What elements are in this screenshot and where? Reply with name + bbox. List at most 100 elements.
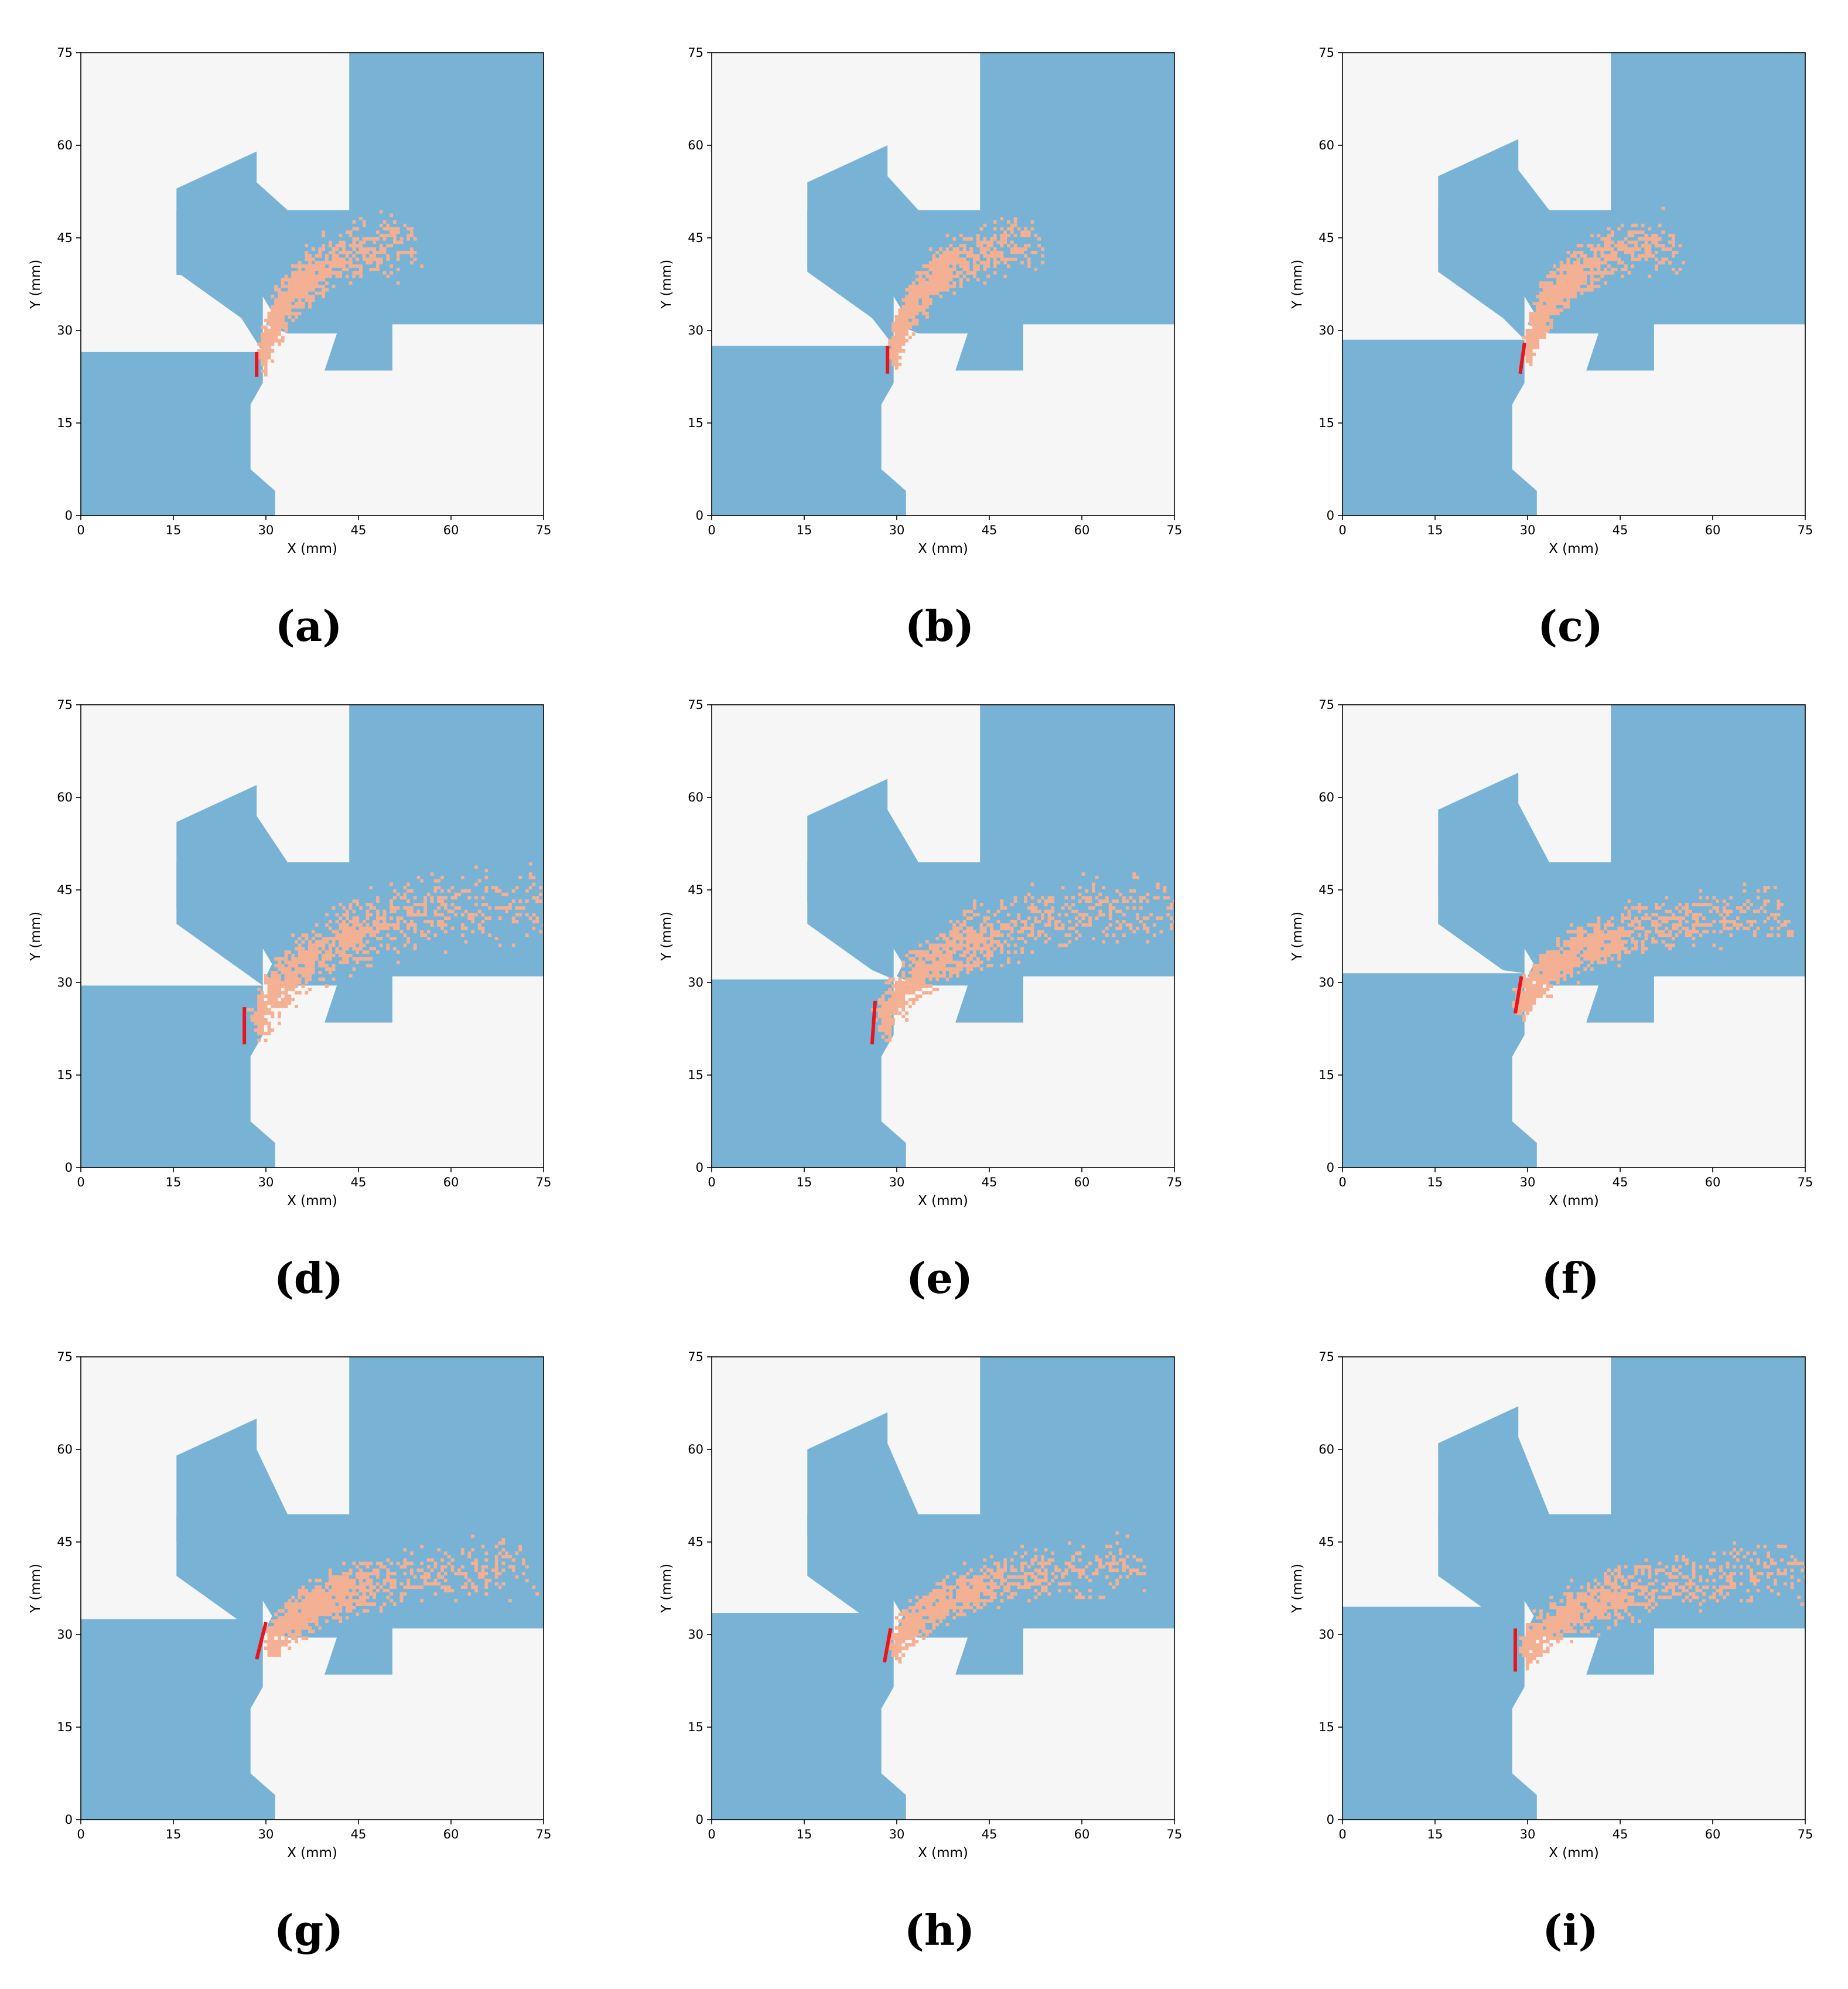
particle	[349, 943, 353, 947]
particle	[274, 325, 278, 329]
particle	[352, 271, 356, 275]
x-tick-label: 75	[536, 523, 552, 537]
particle	[939, 295, 942, 299]
particle	[325, 937, 329, 940]
particle	[420, 933, 424, 937]
particle	[1000, 943, 1004, 947]
particle	[973, 903, 976, 906]
particle	[908, 964, 912, 968]
particle	[390, 903, 393, 906]
particle	[1000, 926, 1004, 930]
particle	[298, 288, 302, 292]
particle	[894, 366, 899, 370]
particle	[1525, 336, 1529, 339]
particle	[352, 254, 356, 258]
particle	[1590, 247, 1594, 251]
particle	[1129, 896, 1133, 900]
particle	[298, 261, 302, 265]
particle	[932, 974, 936, 978]
particle	[342, 940, 346, 944]
particle	[339, 271, 343, 275]
x-tick-label: 15	[797, 523, 812, 537]
particle	[1030, 251, 1034, 254]
particle	[901, 1001, 906, 1005]
particle	[891, 998, 895, 1002]
particle	[349, 257, 353, 261]
particle	[295, 967, 298, 971]
particle	[928, 268, 932, 271]
particle	[281, 325, 285, 329]
particle	[511, 920, 515, 923]
particle	[952, 247, 957, 251]
particle	[345, 268, 349, 271]
particle	[990, 940, 993, 944]
particle	[1583, 254, 1587, 258]
particle	[311, 930, 315, 934]
particle	[932, 964, 936, 968]
particle	[1644, 234, 1648, 237]
particle	[949, 957, 953, 961]
y-tick-label: 15	[688, 416, 703, 430]
particle	[956, 974, 959, 978]
particle	[454, 892, 458, 896]
particle	[474, 903, 478, 906]
particle	[278, 991, 281, 995]
particle	[973, 940, 976, 944]
particle	[894, 349, 899, 353]
particle	[952, 930, 957, 934]
particle	[315, 957, 319, 961]
particle	[973, 254, 976, 258]
particle	[542, 923, 544, 927]
particle	[1525, 329, 1529, 333]
particle	[969, 937, 973, 940]
particle	[901, 308, 906, 312]
particle	[918, 308, 923, 312]
particle	[322, 261, 326, 265]
particle	[1078, 899, 1082, 903]
particle	[278, 967, 281, 971]
particle	[278, 319, 281, 322]
particle	[298, 977, 302, 981]
particle	[349, 281, 353, 285]
particle	[976, 913, 980, 917]
particle	[291, 281, 295, 285]
particle	[484, 875, 489, 879]
particle	[284, 305, 288, 309]
particle	[382, 271, 387, 275]
particle	[295, 940, 298, 944]
particle	[990, 254, 993, 258]
particle	[396, 257, 400, 261]
particle	[1644, 251, 1648, 254]
particle	[535, 920, 539, 923]
particle	[373, 254, 376, 258]
particle	[1573, 274, 1577, 278]
particle	[1672, 251, 1675, 254]
particle	[986, 964, 990, 968]
particle	[339, 960, 343, 964]
particle	[328, 971, 332, 974]
particle	[901, 1008, 906, 1012]
particle	[308, 954, 312, 957]
particle	[959, 926, 963, 930]
particle	[284, 984, 288, 988]
particle	[274, 285, 278, 288]
particle	[433, 933, 438, 937]
particle	[298, 295, 302, 299]
particle	[996, 920, 1000, 923]
particle	[1010, 223, 1014, 227]
particle	[515, 920, 519, 923]
particle	[1064, 913, 1068, 917]
y-axis-label: Y (mm)	[659, 260, 674, 309]
particle	[956, 274, 959, 278]
particle	[935, 257, 940, 261]
particle	[1000, 906, 1004, 910]
particle	[423, 913, 427, 917]
particle	[365, 930, 370, 934]
particle	[264, 981, 268, 985]
particle	[918, 305, 923, 309]
particle	[352, 933, 356, 937]
particle	[356, 903, 360, 906]
particle	[949, 268, 953, 271]
particle	[915, 984, 919, 988]
